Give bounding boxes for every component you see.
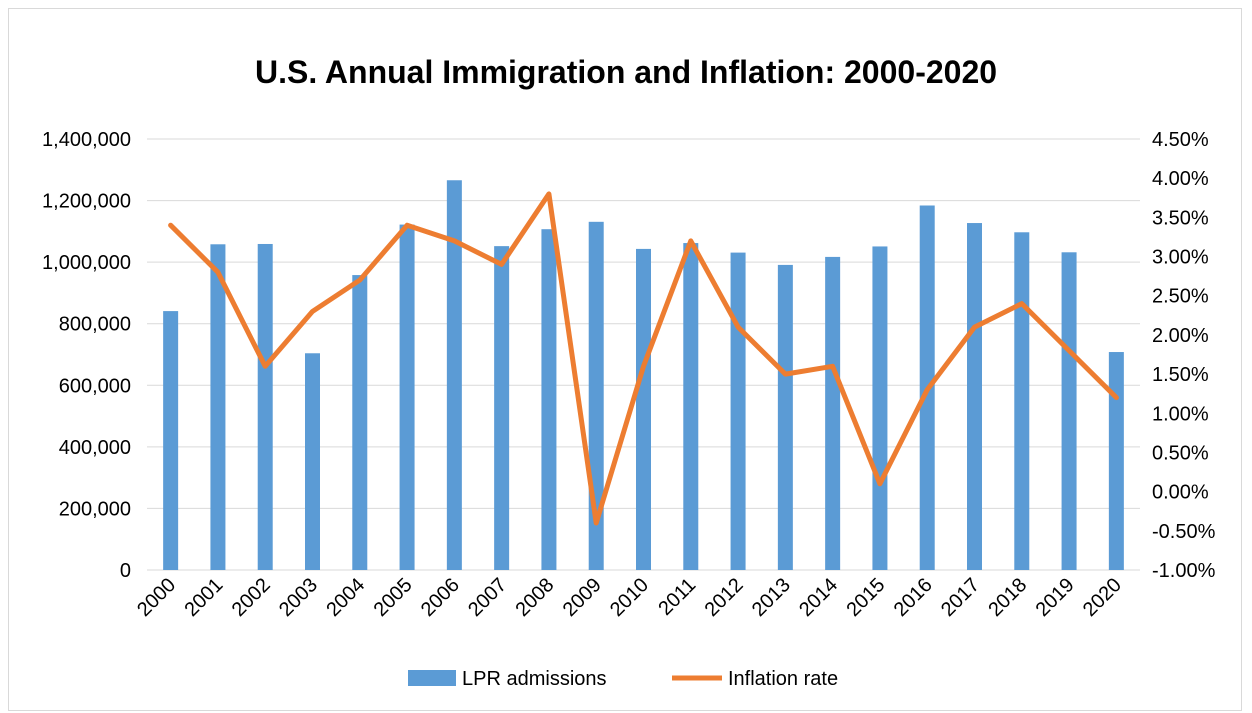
bar bbox=[1061, 252, 1077, 570]
line-series bbox=[168, 191, 1119, 526]
right-tick-label: 3.50% bbox=[1152, 207, 1209, 229]
right-tick-label: 3.00% bbox=[1152, 247, 1209, 269]
right-tick-label: -0.50% bbox=[1152, 521, 1216, 543]
x-tick-label: 2009 bbox=[559, 574, 606, 621]
right-axis-ticks: -1.00% -0.50% 0.00% 0.50% 1.00% 1.50% 2.00% 2.5… bbox=[1152, 129, 1216, 582]
bar bbox=[1014, 232, 1030, 571]
left-tick-label: 600,000 bbox=[59, 375, 131, 397]
legend-label-inflation: Inflation rate bbox=[728, 668, 838, 690]
bar bbox=[636, 248, 651, 570]
left-tick-label: 400,000 bbox=[59, 437, 131, 459]
x-tick-label: 2012 bbox=[701, 574, 748, 621]
x-tick-label: 2003 bbox=[275, 574, 322, 621]
x-tick-label: 2008 bbox=[511, 574, 558, 621]
right-tick-label: 1.00% bbox=[1152, 403, 1209, 425]
x-tick-label: 2015 bbox=[842, 574, 889, 621]
bar bbox=[163, 311, 179, 570]
bar bbox=[730, 252, 746, 570]
x-axis-ticks: 2000 2001 2002 2003 2004 2005 2006 2007 2008 2009… bbox=[133, 574, 1126, 621]
x-tick-label: 2007 bbox=[464, 574, 511, 621]
bar bbox=[210, 244, 226, 570]
right-tick-label: 2.00% bbox=[1152, 325, 1209, 347]
left-axis-ticks: 0 200,000 400,000 600,000 800,000 1,000,000 1,… bbox=[42, 129, 131, 582]
x-tick-label: 2000 bbox=[133, 574, 180, 621]
left-tick-label: 800,000 bbox=[59, 314, 131, 336]
x-tick-label: 2005 bbox=[370, 574, 417, 621]
bar bbox=[305, 353, 320, 570]
right-tick-label: -1.00% bbox=[1152, 560, 1216, 582]
bar bbox=[777, 264, 793, 570]
bar-series bbox=[163, 180, 1124, 571]
x-tick-label: 2001 bbox=[180, 574, 227, 621]
x-tick-label: 2017 bbox=[937, 574, 984, 621]
bar bbox=[1108, 352, 1124, 570]
left-tick-label: 1,000,000 bbox=[42, 252, 131, 274]
chart-title: U.S. Annual Immigration and Inflation: 2… bbox=[255, 54, 997, 90]
x-tick-label: 2006 bbox=[417, 574, 464, 621]
left-tick-label: 1,200,000 bbox=[42, 191, 131, 213]
x-tick-label: 2010 bbox=[606, 574, 653, 621]
right-tick-label: 2.50% bbox=[1152, 286, 1209, 308]
bar bbox=[446, 180, 462, 570]
bar bbox=[541, 229, 557, 570]
bar bbox=[872, 246, 888, 570]
x-tick-label: 2002 bbox=[228, 574, 275, 621]
bar bbox=[967, 223, 982, 571]
legend: LPR admissions Inflation rate bbox=[408, 668, 838, 690]
bar bbox=[257, 243, 273, 570]
x-tick-label: 2016 bbox=[890, 574, 937, 621]
right-tick-label: 4.50% bbox=[1152, 129, 1209, 151]
left-tick-label: 1,400,000 bbox=[42, 129, 131, 151]
x-tick-label: 2013 bbox=[748, 574, 795, 621]
right-tick-label: 0.00% bbox=[1152, 482, 1209, 504]
bar bbox=[825, 256, 841, 570]
bar bbox=[352, 275, 368, 570]
right-tick-label: 0.50% bbox=[1152, 442, 1209, 464]
right-tick-label: 1.50% bbox=[1152, 364, 1209, 386]
right-tick-label: 4.00% bbox=[1152, 168, 1209, 190]
legend-label-lpr: LPR admissions bbox=[462, 668, 607, 690]
inflation-line bbox=[168, 191, 1119, 526]
bar bbox=[494, 246, 510, 571]
bar bbox=[399, 224, 415, 570]
bar bbox=[683, 243, 699, 570]
x-tick-label: 2018 bbox=[984, 574, 1031, 621]
x-tick-label: 2019 bbox=[1032, 574, 1079, 621]
x-tick-label: 2020 bbox=[1079, 574, 1126, 621]
x-tick-label: 2004 bbox=[322, 574, 369, 621]
legend-swatch-lpr bbox=[408, 670, 456, 686]
x-tick-label: 2014 bbox=[795, 574, 842, 621]
left-tick-label: 200,000 bbox=[59, 498, 131, 520]
left-tick-label: 0 bbox=[120, 560, 131, 582]
x-tick-label: 2011 bbox=[654, 574, 700, 620]
